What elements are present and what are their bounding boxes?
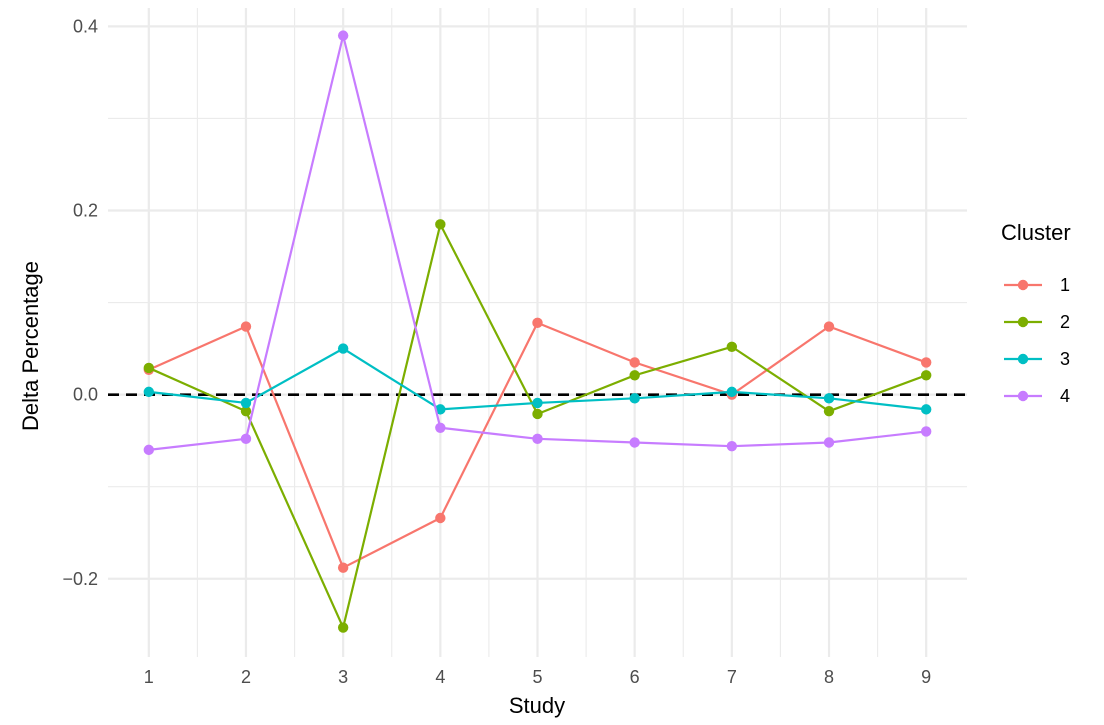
x-tick-label: 4 [435, 667, 445, 687]
data-point [629, 437, 640, 448]
x-tick-label: 8 [824, 667, 834, 687]
data-point [240, 321, 252, 332]
series-2 [143, 219, 932, 633]
x-tick-label: 3 [338, 667, 348, 687]
x-tick-label: 2 [241, 667, 251, 687]
x-axis-ticks: 1 2 3 4 5 6 7 8 9 [144, 667, 931, 687]
y-tick-label: −0.2 [62, 569, 98, 589]
x-tick-label: 1 [144, 667, 154, 687]
data-point [726, 386, 738, 398]
data-point [629, 393, 640, 404]
data-point [435, 219, 446, 230]
legend-key-point [1017, 316, 1029, 328]
data-point [435, 422, 446, 433]
legend-label: 1 [1060, 275, 1070, 295]
data-point [143, 386, 155, 398]
data-point [143, 362, 155, 374]
x-axis-title: Study [509, 693, 565, 718]
series-group [143, 30, 932, 633]
data-point [629, 357, 640, 368]
legend-label: 4 [1060, 386, 1070, 406]
data-point [726, 440, 738, 452]
grid [108, 8, 967, 657]
data-point [337, 622, 349, 633]
legend-key-point [1017, 390, 1029, 402]
y-tick-label: 0.4 [73, 16, 98, 36]
data-point [532, 433, 543, 445]
legend-item-2: 2 [1004, 312, 1070, 332]
legend: Cluster 1 2 3 4 [1001, 220, 1071, 406]
x-tick-label: 7 [727, 667, 737, 687]
data-point [435, 512, 446, 524]
x-tick-label: 6 [630, 667, 640, 687]
x-tick-label: 9 [921, 667, 931, 687]
data-point [823, 393, 835, 404]
data-point [823, 321, 835, 332]
legend-label: 2 [1060, 312, 1070, 332]
data-point [920, 426, 932, 437]
data-point [337, 30, 349, 41]
series-3 [143, 343, 932, 415]
data-point [629, 370, 640, 381]
data-point [532, 317, 543, 329]
data-point [823, 437, 835, 448]
data-point [726, 341, 738, 352]
data-point [337, 562, 349, 573]
data-point [435, 404, 446, 415]
legend-title: Cluster [1001, 220, 1071, 245]
data-point [143, 444, 155, 456]
data-point [240, 433, 252, 445]
y-tick-label: 0.0 [73, 385, 98, 405]
legend-key-point [1017, 353, 1029, 365]
y-axis-ticks: −0.2 0.0 0.2 0.4 [62, 16, 98, 588]
legend-item-4: 4 [1004, 386, 1070, 406]
legend-label: 3 [1060, 349, 1070, 369]
data-point [823, 406, 835, 417]
data-point [920, 357, 932, 368]
x-tick-label: 5 [532, 667, 542, 687]
y-tick-label: 0.2 [73, 201, 98, 221]
legend-item-1: 1 [1004, 275, 1070, 295]
data-point [532, 397, 543, 409]
series-4 [143, 30, 932, 456]
data-point [920, 370, 932, 381]
data-point [240, 406, 252, 417]
data-point [240, 397, 252, 409]
legend-item-3: 3 [1004, 349, 1070, 369]
y-axis-title: Delta Percentage [18, 261, 43, 431]
data-point [920, 404, 932, 415]
legend-key-point [1017, 279, 1029, 291]
data-point [532, 408, 543, 420]
data-point [337, 343, 349, 354]
